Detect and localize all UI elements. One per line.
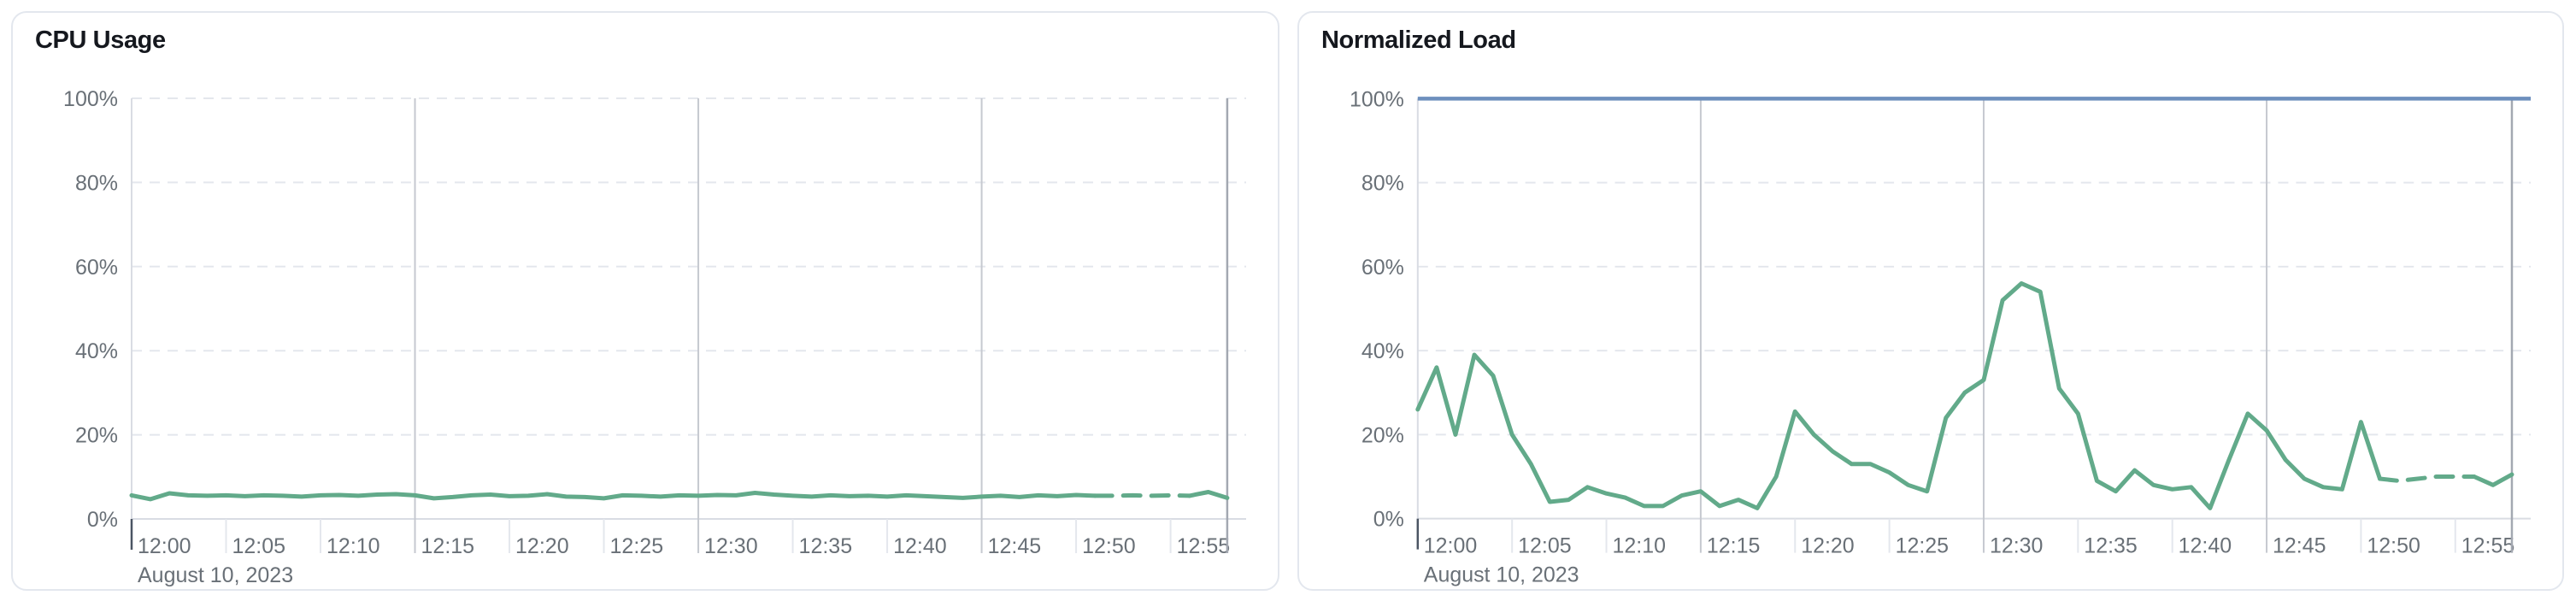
y-tick-label: 20% bbox=[1362, 423, 1404, 447]
x-tick-label: 12:00 bbox=[138, 534, 191, 558]
normalized-load-panel: Normalized Load 12:00 12:05 12:10 12:15 12:2… bbox=[1297, 11, 2564, 591]
x-tick-label: 12:30 bbox=[704, 534, 758, 558]
x-tick-label: 12:50 bbox=[1082, 534, 1136, 558]
y-tick-label: 0% bbox=[87, 508, 118, 532]
x-tick-label: 12:35 bbox=[2084, 534, 2137, 558]
x-tick-label: 12:20 bbox=[515, 534, 569, 558]
y-tick-label: 20% bbox=[75, 424, 118, 448]
cpu-series-line-projected bbox=[1092, 492, 1192, 498]
x-tick-label: 12:15 bbox=[1707, 534, 1760, 558]
y-tick-label: 100% bbox=[63, 87, 118, 111]
cpu-series-line bbox=[129, 491, 1097, 502]
x-axis-date-label: August 10, 2023 bbox=[138, 563, 293, 587]
x-tick-label: 12:05 bbox=[1518, 534, 1571, 558]
x-tick-label: 12:20 bbox=[1801, 534, 1854, 558]
x-tick-label: 12:15 bbox=[421, 534, 475, 558]
x-tick-label: 12:45 bbox=[2273, 534, 2326, 558]
y-tick-label: 60% bbox=[1362, 256, 1404, 280]
cpu-usage-panel: CPU Usage 12:00 12:05 12:10 12:15 12:20 12:25… bbox=[11, 11, 1279, 591]
x-tick-label: 12:45 bbox=[988, 534, 1042, 558]
chart-title: CPU Usage bbox=[35, 27, 166, 54]
y-tick-label: 0% bbox=[1373, 508, 1404, 532]
normalized-load-chart[interactable]: 12:00 12:05 12:10 12:15 12:20 12:25 12:30 12:35… bbox=[1299, 13, 2562, 589]
y-tick-label: 100% bbox=[1350, 87, 1404, 111]
y-tick-label: 60% bbox=[75, 256, 118, 280]
x-tick-label: 12:05 bbox=[232, 534, 286, 558]
cpu-usage-chart[interactable]: 12:00 12:05 12:10 12:15 12:20 12:25 12:30 12:35… bbox=[13, 13, 1278, 589]
y-tick-label: 80% bbox=[75, 171, 118, 195]
x-tick-label: 12:55 bbox=[2461, 534, 2514, 558]
x-tick-label: 12:30 bbox=[1990, 534, 2043, 558]
x-tick-label: 12:55 bbox=[1177, 534, 1231, 558]
x-tick-label: 12:10 bbox=[326, 534, 380, 558]
load-series-line-projected bbox=[2377, 474, 2477, 483]
x-tick-label: 12:25 bbox=[1896, 534, 1949, 558]
chart-title: Normalized Load bbox=[1321, 27, 1516, 54]
x-tick-label: 12:50 bbox=[2367, 534, 2420, 558]
load-series-line bbox=[2472, 472, 2514, 487]
x-axis-date-label: August 10, 2023 bbox=[1424, 563, 1579, 587]
x-tick-label: 12:00 bbox=[1424, 534, 1477, 558]
x-tick-label: 12:35 bbox=[799, 534, 853, 558]
y-tick-label: 40% bbox=[75, 339, 118, 363]
cpu-series-line bbox=[1187, 490, 1230, 500]
y-tick-label: 80% bbox=[1362, 172, 1404, 196]
x-tick-label: 12:25 bbox=[610, 534, 664, 558]
x-tick-label: 12:10 bbox=[1613, 534, 1666, 558]
load-series-line bbox=[1415, 281, 2382, 510]
x-tick-label: 12:40 bbox=[2179, 534, 2232, 558]
x-tick-label: 12:40 bbox=[893, 534, 947, 558]
y-tick-label: 40% bbox=[1362, 339, 1404, 363]
